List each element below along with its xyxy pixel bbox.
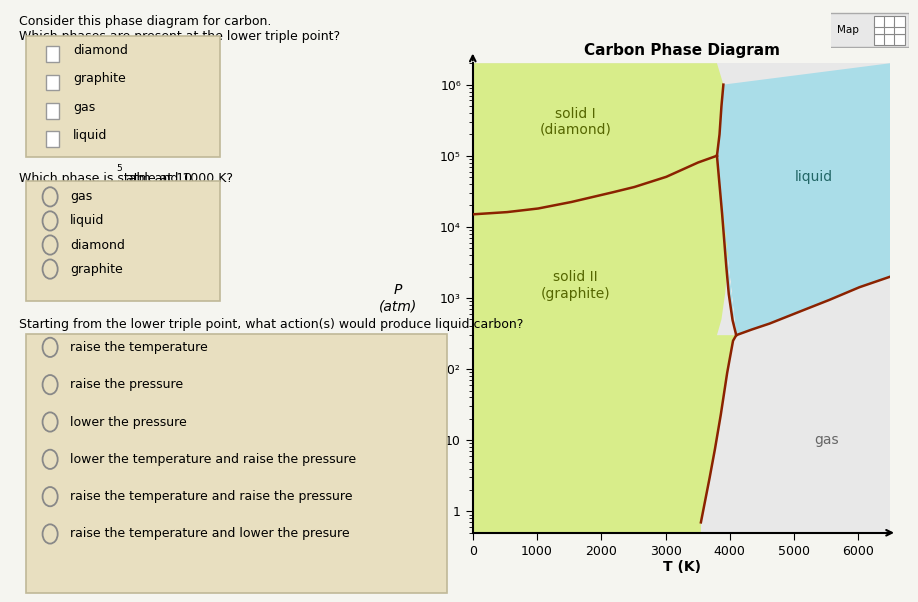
Text: liquid: liquid [70,214,105,228]
Text: Which phases are present at the lower triple point?: Which phases are present at the lower tr… [19,30,340,43]
FancyBboxPatch shape [46,75,59,90]
Text: liquid: liquid [794,170,833,184]
Polygon shape [473,63,723,214]
Text: atm and 1000 K?: atm and 1000 K? [122,172,233,185]
Text: 5: 5 [116,164,121,173]
FancyBboxPatch shape [884,34,895,45]
Polygon shape [717,63,890,335]
Text: Which phase is stable at 10: Which phase is stable at 10 [19,172,192,185]
Text: diamond: diamond [73,44,129,57]
Text: raise the pressure: raise the pressure [70,378,183,391]
FancyBboxPatch shape [874,23,885,34]
Text: gas: gas [73,101,95,114]
X-axis label: T (K): T (K) [663,560,700,574]
FancyBboxPatch shape [26,334,447,593]
Text: solid I
(diamond): solid I (diamond) [540,107,611,137]
Text: lower the temperature and raise the pressure: lower the temperature and raise the pres… [70,453,356,466]
Polygon shape [473,156,736,533]
Text: raise the temperature and raise the pressure: raise the temperature and raise the pres… [70,490,353,503]
FancyBboxPatch shape [26,181,219,301]
FancyBboxPatch shape [46,46,59,62]
FancyBboxPatch shape [894,16,905,27]
Text: solid II
(graphite): solid II (graphite) [541,270,610,300]
Text: graphite: graphite [70,262,123,276]
FancyBboxPatch shape [884,16,895,27]
Text: diamond: diamond [70,238,125,252]
Title: Carbon Phase Diagram: Carbon Phase Diagram [584,43,779,58]
FancyBboxPatch shape [894,23,905,34]
Text: Map: Map [837,25,859,35]
FancyBboxPatch shape [46,103,59,119]
FancyBboxPatch shape [874,34,885,45]
FancyBboxPatch shape [874,16,885,27]
Text: Starting from the lower triple point, what action(s) would produce liquid carbon: Starting from the lower triple point, wh… [19,318,523,331]
Text: gas: gas [70,190,92,203]
FancyBboxPatch shape [829,13,909,47]
Text: lower the pressure: lower the pressure [70,415,186,429]
FancyBboxPatch shape [894,34,905,45]
Text: raise the temperature and lower the presure: raise the temperature and lower the pres… [70,527,350,541]
Text: graphite: graphite [73,72,126,85]
Text: gas: gas [814,433,838,447]
Text: raise the temperature: raise the temperature [70,341,207,354]
FancyBboxPatch shape [46,131,59,147]
Text: Consider this phase diagram for carbon.: Consider this phase diagram for carbon. [19,15,272,28]
FancyBboxPatch shape [26,36,219,157]
Y-axis label: $P$
(atm): $P$ (atm) [379,283,418,313]
Text: liquid: liquid [73,129,107,142]
FancyBboxPatch shape [884,23,895,34]
